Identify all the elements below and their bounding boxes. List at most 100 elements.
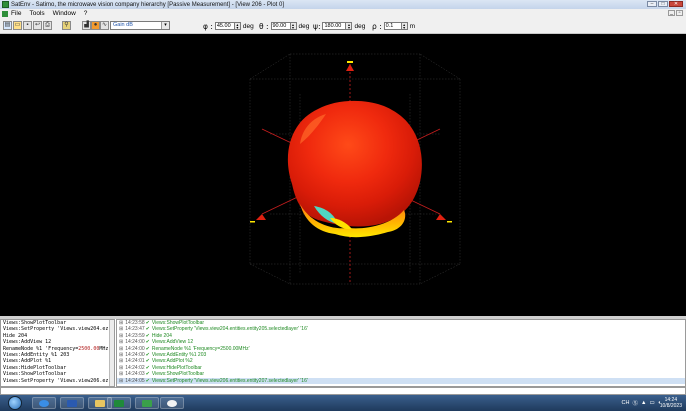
menu-window[interactable]: Window [52,10,76,17]
history-row[interactable]: ⊞ 14:24:03✔ Views:ShowPlotToolbar [119,371,205,378]
check-icon: ✔ [145,371,150,378]
psi-unit: deg [354,22,366,30]
mdi-controls: _ ▫ [668,10,683,16]
new-icon[interactable]: ▤ [3,21,12,30]
history-row-selected[interactable]: ⊞ 14:24:05✔ Views:SetProperty 'Views.view2… [117,377,685,384]
taskbar-app-ie[interactable] [32,397,56,409]
script-console[interactable]: Views:ShowPlotToolbar Views:SetProperty … [0,319,115,387]
history-row[interactable]: ⊞ 14:24:00✔ Views:AddView 12 [119,339,194,346]
curve-icon[interactable]: ∿ [100,21,109,30]
console-line: Hide 204 [3,332,28,339]
taskbar-app-excel[interactable] [107,397,131,409]
phi-label: φ : [203,21,213,31]
measure-icon[interactable]: ⚲ [62,21,71,30]
history-row[interactable]: ⊞ 14:24:00✔ Views:AddEntity %1 203 [119,351,207,358]
volume-icon[interactable]: ◖ [657,400,661,406]
history-row[interactable]: ⊞ 14:23:47✔ Views:SetProperty 'Views.view2… [119,326,308,333]
maximize-button[interactable]: □ [658,1,668,7]
taskbar-app-satenv[interactable] [160,397,184,409]
console-line: RenameNode %1 'Frequency=2500.00MHz [3,345,109,352]
system-tray: CH Ⓢ ▲ ▭ ◖ [622,399,661,407]
network-icon[interactable]: ▲ [641,400,647,406]
axis-markers [250,61,452,223]
console-line: Views:AddEntity %1 203 [3,351,70,358]
save-icon[interactable]: ▪ [23,21,32,30]
document-icon[interactable] [2,10,8,17]
rho-unit: m [409,22,416,30]
psi-input[interactable]: 180.00 [322,22,347,30]
window-controls: – □ ✕ [647,1,683,7]
close-button[interactable]: ✕ [669,1,683,7]
tool-icon[interactable]: ↩ [33,21,42,30]
psi-spinner[interactable]: ▴ ▾ [346,22,353,30]
check-icon: ✔ [145,351,150,358]
clock[interactable]: 14:24 10/8/2023 [660,397,682,409]
menu-bar: File Tools Window ? _ ▫ [0,9,686,18]
color-icon[interactable]: ● [91,21,100,30]
rho-control: ρ : 0.1 ▴ ▾ m [372,21,415,31]
taskbar: CH Ⓢ ▲ ▭ ◖ 14:24 10/8/2023 [0,395,686,411]
console-line: Views:AddPlot %1 [3,358,52,365]
radiation-pattern-3d[interactable] [0,34,686,316]
taskbar-app-word[interactable] [60,397,84,409]
chevron-down-icon[interactable]: ▾ [161,22,169,29]
start-button[interactable] [8,396,22,410]
history-row[interactable]: ⊞ 14:24:01✔ Views:AddPlot %2 [119,358,193,365]
check-icon: ✔ [145,326,150,333]
window-title: SatEnv - Satimo, the microwave vision co… [11,1,285,8]
phi-input[interactable]: 45.00 [214,22,235,30]
theta-unit: deg [298,22,310,30]
splitter[interactable] [0,316,686,319]
clock-date: 10/8/2023 [659,403,682,409]
rho-input[interactable]: 0.1 [383,22,402,30]
quantity-select[interactable]: Gain dB ▾ [110,21,170,30]
taskbar-app-explorer[interactable] [88,397,112,409]
browser-icon [39,400,49,407]
minimize-button[interactable]: – [647,1,657,7]
history-row[interactable]: ⊞ 14:23:58✔ Views:ShowPlotToolbar [119,320,205,326]
console-line: Views:ShowPlotToolbar [3,371,67,378]
check-icon: ✔ [145,358,150,365]
battery-icon[interactable]: ▭ [649,400,655,406]
chart-icon[interactable]: ▟ [82,21,91,30]
menu-file[interactable]: File [11,10,22,17]
phi-spinner[interactable]: ▴ ▾ [234,22,241,30]
toolbar: ▤ ▭ ▪ ↩ ⎙ ⚲ ▟ ● ∿ Gain dB ▾ φ : 45.00 ▴ ▾… [0,18,686,34]
theta-input[interactable]: 90.00 [270,22,291,30]
console-line: Views:HidePlotToolbar [3,364,67,371]
phi-control: φ : 45.00 ▴ ▾ deg [203,21,254,31]
project-icon [142,400,152,407]
print-icon[interactable]: ⎙ [43,21,52,30]
ime-icon[interactable]: Ⓢ [632,401,639,407]
command-history[interactable]: ⊞ 14:23:58✔ Views:ShowPlotToolbar ⊞ 14:23:4… [116,319,686,387]
quantity-select-value: Gain dB [113,22,133,28]
console-scrollbar[interactable] [109,320,114,386]
command-input[interactable] [0,387,686,395]
mdi-minimize-button[interactable]: _ [668,10,675,16]
3d-plot-viewport[interactable] [0,34,686,316]
theta-spinner[interactable]: ▴ ▾ [290,22,297,30]
history-row[interactable]: ⊞ 14:23:59✔ Hide 204 [119,332,172,339]
taskbar-app-project[interactable] [135,397,159,409]
history-row[interactable]: ⊞ 14:24:02✔ Views:HidePlotToolbar [119,364,202,371]
rho-spinner[interactable]: ▴ ▾ [401,22,408,30]
clock-time: 14:24 [664,397,678,403]
open-icon[interactable]: ▭ [13,21,22,30]
title-bar: SatEnv - Satimo, the microwave vision co… [0,0,686,9]
check-icon: ✔ [145,364,150,371]
history-row[interactable]: ⊞ 14:24:00✔ RenameNode %1 'Frequency=2500.… [119,345,250,352]
language-indicator[interactable]: CH [621,400,630,406]
excel-icon [114,400,124,407]
check-icon: ✔ [145,320,150,326]
satenv-icon [167,400,177,407]
theta-label: θ : [259,21,269,31]
console-line: Views:ShowPlotToolbar [3,320,67,326]
check-icon: ✔ [145,377,150,384]
menu-tools[interactable]: Tools [29,10,45,17]
menu-help[interactable]: ? [83,10,88,17]
console-line: Views:SetProperty 'Views.view206.ez [3,377,109,384]
check-icon: ✔ [145,339,150,346]
psi-label: ψ: [313,21,321,31]
mdi-restore-button[interactable]: ▫ [676,10,683,16]
word-icon [67,400,77,407]
